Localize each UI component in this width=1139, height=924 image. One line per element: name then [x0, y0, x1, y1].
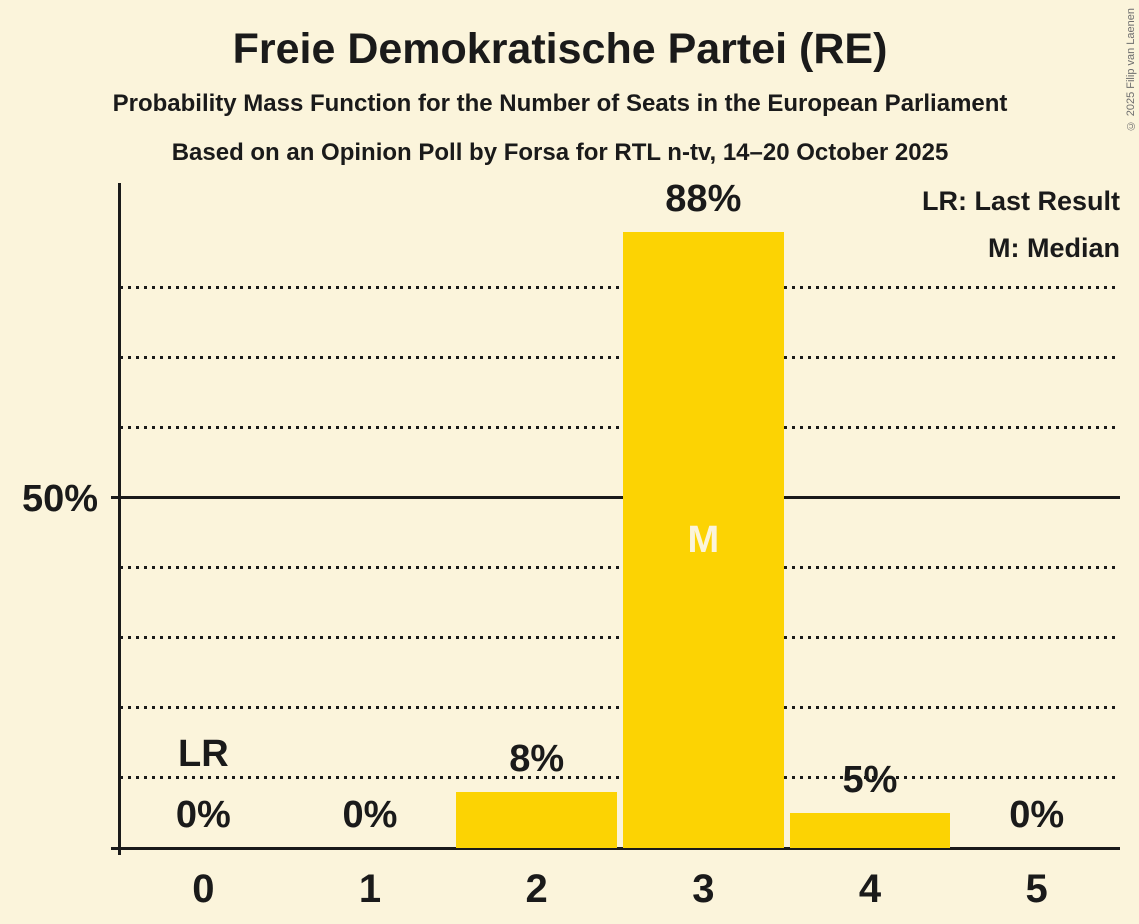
x-axis-tick-label-4: 4 — [858, 867, 882, 911]
x-axis-tick-label-2: 2 — [525, 867, 548, 911]
bar-value-label: 0% — [175, 794, 231, 836]
gridline-10-percent — [120, 776, 1120, 779]
bar-seats-4 — [789, 813, 951, 848]
majority-gridline-50-percent — [111, 496, 1120, 499]
bar-value-label: 5% — [842, 759, 898, 801]
median-marker: M — [687, 519, 720, 561]
gridline-60-percent — [120, 426, 1120, 429]
y-axis — [118, 183, 121, 855]
gridline-40-percent — [120, 566, 1120, 569]
bar-value-label: 8% — [509, 738, 565, 780]
y-axis-tick-label: 50% — [21, 478, 98, 520]
plot-area: 0% 0% 8% 88% 5% 0% LR M — [111, 179, 1120, 855]
x-axis-tick-label-3: 3 — [692, 867, 715, 911]
chart-source-line: Based on an Opinion Poll by Forsa for RT… — [171, 139, 949, 166]
legend-item-median: M: Median — [988, 233, 1120, 263]
x-axis-tick-label-1: 1 — [358, 867, 382, 911]
gridline-20-percent — [120, 706, 1120, 709]
chart-title: Freie Demokratische Partei (RE) — [232, 25, 888, 73]
chart-subtitle: Probability Mass Function for the Number… — [112, 90, 1008, 117]
gridline-80-percent — [120, 286, 1120, 289]
gridline-30-percent — [120, 636, 1120, 639]
last-result-marker: LR — [178, 733, 229, 775]
bar-value-label: 0% — [342, 794, 398, 836]
bar-seats-2 — [456, 792, 617, 848]
legend-item-last-result: LR: Last Result — [921, 186, 1120, 216]
copyright-notice: © 2025 Filip van Laenen — [1125, 8, 1137, 132]
gridline-70-percent — [120, 356, 1120, 359]
bar-seats-3 — [623, 232, 784, 848]
x-axis — [111, 847, 1120, 850]
x-axis-tick-label-0: 0 — [192, 867, 215, 911]
legend: LR: Last Result M: Median — [922, 187, 1120, 262]
x-axis-tick-label-5: 5 — [1025, 867, 1048, 911]
bar-value-label: 88% — [665, 178, 742, 220]
bar-value-label: 0% — [1009, 794, 1065, 836]
